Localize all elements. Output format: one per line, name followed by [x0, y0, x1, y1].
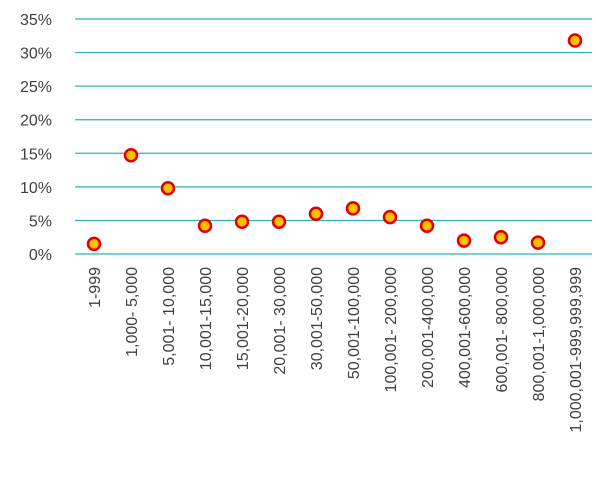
y-tick-label: 5% [29, 213, 52, 230]
data-point [123, 148, 139, 163]
data-point [530, 235, 546, 250]
y-tick-label: 25% [20, 79, 52, 96]
x-tick-label: 100,001- 200,000 [383, 267, 400, 393]
data-point [456, 233, 472, 248]
data-point [382, 209, 398, 225]
x-tick-label: 5,001- 10,000 [161, 267, 178, 366]
data-point [160, 180, 176, 196]
data-point [345, 201, 361, 216]
x-tick-label: 30,001-50,000 [309, 267, 326, 370]
y-tick-label: 30% [20, 46, 52, 63]
x-tick-label: 1,000- 5,000 [124, 267, 141, 357]
y-tick-label: 35% [20, 12, 52, 29]
y-tick-label: 20% [20, 113, 52, 130]
x-axis-tick-labels: 1-999 1,000- 5,000 5,001- 10,000 10,001-15,… [87, 267, 585, 433]
y-tick-label: 15% [20, 146, 52, 163]
x-tick-label: 400,001-600,000 [457, 267, 474, 388]
y-tick-label: 10% [20, 180, 52, 197]
x-tick-label: 50,001-100,000 [346, 267, 363, 379]
y-tick-label: 0% [29, 247, 52, 264]
data-points [86, 33, 583, 252]
x-tick-label: 20,001- 30,000 [272, 267, 289, 375]
x-tick-label: 10,001-15,000 [198, 267, 215, 370]
data-point [567, 33, 583, 48]
data-point [308, 206, 324, 221]
x-tick-label: 600,001- 800,000 [494, 267, 511, 393]
data-point [271, 214, 287, 230]
x-tick-label: 15,001-20,000 [235, 267, 252, 370]
data-point [234, 214, 250, 230]
data-point [419, 218, 435, 234]
y-axis-tick-labels: 0% 5% 10% 15% 20% 25% 30% 35% [20, 12, 52, 264]
x-tick-label: 800,001-1,000,000 [531, 267, 548, 401]
x-tick-label: 200,001-400,000 [420, 267, 437, 388]
x-tick-label: 1,000,001-999,999,999 [568, 267, 585, 433]
x-tick-label: 1-999 [87, 267, 104, 308]
data-point [197, 218, 213, 234]
data-point [493, 229, 509, 245]
data-point [86, 236, 102, 252]
grid-lines [75, 18, 592, 255]
